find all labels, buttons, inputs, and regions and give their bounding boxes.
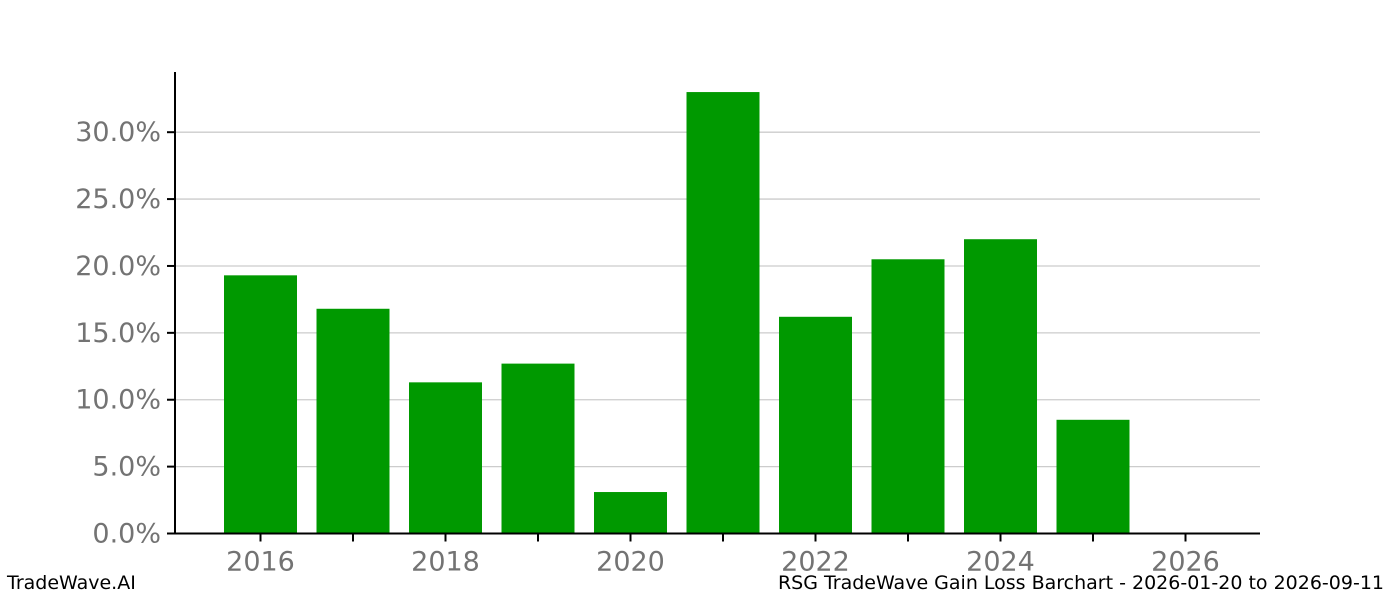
brand-watermark: TradeWave.AI — [7, 572, 136, 594]
bar-2024 — [964, 239, 1037, 534]
bar-2023 — [871, 259, 945, 534]
x-tick-label: 2018 — [411, 547, 480, 578]
bar-2018 — [409, 382, 482, 534]
x-tick-label: 2026 — [1151, 547, 1220, 578]
x-tick-label: 2020 — [596, 547, 665, 578]
y-tick-label: 15.0% — [75, 318, 161, 349]
bar-2016 — [224, 275, 297, 534]
y-tick-label: 20.0% — [75, 251, 161, 282]
bar-2022 — [779, 316, 852, 534]
x-tick-label: 2024 — [966, 547, 1035, 578]
chart-footer-title: RSG TradeWave Gain Loss Barchart - 2026-… — [777, 572, 1384, 594]
bar-2021 — [686, 92, 760, 534]
y-tick-label: 30.0% — [75, 117, 161, 148]
x-tick-label: 2016 — [226, 547, 295, 578]
bar-2017 — [316, 308, 390, 534]
y-tick-label: 0.0% — [92, 519, 161, 550]
x-tick-label: 2022 — [781, 547, 850, 578]
y-tick-label: 5.0% — [92, 452, 161, 483]
bar-2020 — [594, 492, 667, 534]
bar-2025 — [1056, 419, 1130, 534]
y-tick-label: 25.0% — [75, 184, 161, 215]
bar-2019 — [501, 363, 575, 534]
y-tick-label: 10.0% — [75, 385, 161, 416]
